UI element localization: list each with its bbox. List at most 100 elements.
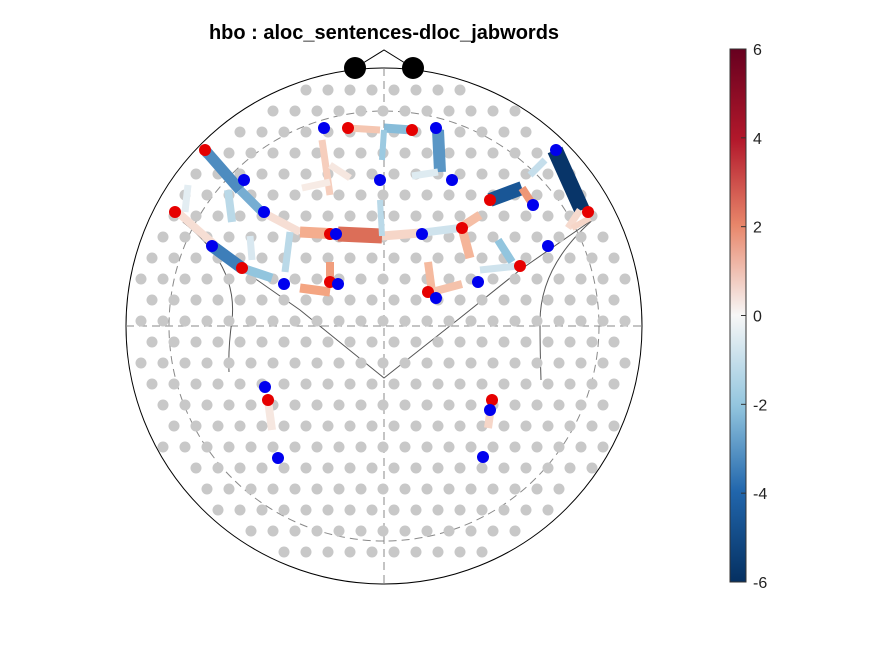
layout-dot [586,378,598,390]
layout-dot [311,105,323,117]
layout-dot [212,294,224,306]
layout-dot [410,210,422,222]
layout-dot [201,189,213,201]
layout-dot [575,357,587,369]
channel-line [377,199,385,237]
channel-line [236,186,266,216]
layout-dot [410,294,422,306]
layout-dot [201,483,213,495]
channel-line [547,146,590,214]
channel-line [224,189,236,223]
source-optode [236,262,248,274]
layout-dot [509,147,521,159]
layout-dot [465,147,477,159]
layout-dot [454,126,466,138]
colorbar: 6 4 2 0 -2 -4 -6 [729,42,767,592]
layout-dot [520,462,532,474]
channel-line [424,261,436,293]
layout-dot [509,441,521,453]
channel-line [337,226,383,244]
channel-line [479,262,519,274]
layout-dot [366,378,378,390]
layout-dot [267,189,279,201]
layout-dot [190,462,202,474]
layout-dot [245,483,257,495]
layout-dot [487,315,499,327]
layout-dot [498,336,510,348]
layout-dot [212,462,224,474]
layout-dot [245,441,257,453]
detector-optode [278,278,290,290]
layout-dot [454,462,466,474]
layout-dot [586,336,598,348]
layout-dot [377,189,389,201]
detector-optode [477,451,489,463]
colorbar-tick-label: -4 [753,486,767,503]
layout-dot [421,483,433,495]
layout-dot [531,441,543,453]
layout-dot [388,294,400,306]
layout-dot [300,210,312,222]
layout-dot [311,315,323,327]
layout-dot [157,357,169,369]
layout-dot [399,399,411,411]
layout-dot [344,420,356,432]
layout-dot [322,294,334,306]
layout-dot [179,399,191,411]
layout-dot [245,147,257,159]
detector-optode [550,144,562,156]
layout-dot [300,378,312,390]
layout-dot [289,105,301,117]
layout-dot [333,357,345,369]
layout-dot [520,210,532,222]
layout-dot [135,315,147,327]
layout-dot [278,378,290,390]
layout-dot [520,504,532,516]
layout-dot [344,84,356,96]
layout-dot [476,294,488,306]
channel-line [299,283,331,297]
channel-line [494,237,516,265]
source-optode [199,144,211,156]
detector-optode [542,240,554,252]
layout-dot [553,315,565,327]
layout-dot [223,273,235,285]
layout-dot [509,483,521,495]
layout-dot [597,357,609,369]
layout-dot [179,231,191,243]
detector-optode [416,228,428,240]
layout-dot [454,420,466,432]
source-optode [262,394,274,406]
layout-dot [465,105,477,117]
layout-dot [509,525,521,537]
channel-line [570,215,592,231]
detector-optode [332,278,344,290]
layout-dot [311,189,323,201]
layout-dot [520,420,532,432]
layout-dot [179,357,191,369]
layout-dot [157,441,169,453]
layout-dot [487,231,499,243]
layout-dot [300,168,312,180]
layout-dot [234,420,246,432]
layout-dot [366,504,378,516]
layout-dot [311,441,323,453]
detector-optode [374,174,386,186]
layout-dot [531,357,543,369]
detector-optode [484,404,496,416]
layout-dot [366,168,378,180]
layout-dot [168,420,180,432]
layout-dot [311,147,323,159]
source-optode [514,260,526,272]
layout-dot [289,441,301,453]
layout-dot [454,378,466,390]
layout-dot [388,336,400,348]
layout-dot [278,126,290,138]
source-optode [484,194,496,206]
layout-dot [597,231,609,243]
layout-dot [333,147,345,159]
layout-dot [443,483,455,495]
detector-optode [446,174,458,186]
layout-dot [267,441,279,453]
layout-dot [421,525,433,537]
